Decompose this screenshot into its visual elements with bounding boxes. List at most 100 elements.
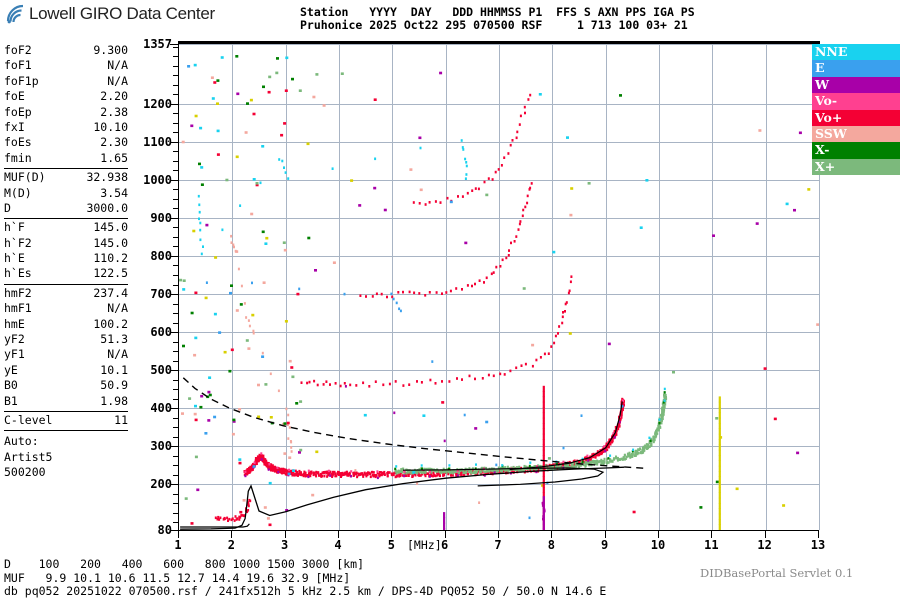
noise-point	[773, 417, 777, 421]
x-tick	[284, 531, 286, 538]
y-tick-minor	[173, 122, 178, 124]
data-point	[247, 471, 250, 474]
data-point	[418, 292, 421, 295]
data-point	[465, 173, 468, 176]
data-point	[547, 352, 550, 355]
data-point	[319, 474, 322, 477]
legend-item-x[interactable]: X-	[812, 142, 900, 159]
legend-item-x[interactable]: X+	[812, 158, 900, 176]
noise-point	[383, 208, 387, 212]
interference-column	[718, 396, 721, 530]
y-axis-ticks	[170, 44, 178, 531]
data-point	[307, 475, 310, 479]
data-point	[284, 468, 287, 472]
data-point	[464, 177, 467, 180]
legend-item-ssw[interactable]: SSW	[812, 125, 900, 143]
y-tick-label: 400	[150, 401, 172, 416]
data-point	[405, 471, 408, 475]
noise-point	[295, 402, 299, 405]
data-point	[254, 461, 257, 464]
data-point	[223, 517, 226, 521]
data-point	[481, 466, 483, 470]
data-point	[518, 222, 521, 226]
param-row-fmin: fmin 1.65	[4, 151, 128, 166]
noise-point	[307, 236, 311, 240]
noise-point	[223, 350, 227, 354]
noise-point	[211, 97, 215, 100]
noise-point	[443, 522, 446, 529]
data-point	[528, 188, 531, 191]
bottom-annotations: D 100 200 400 600 800 1000 1500 3000 [km…	[4, 557, 606, 599]
data-point	[421, 467, 423, 470]
noise-point	[718, 455, 721, 461]
noise-point	[718, 423, 721, 430]
y-tick-minor	[173, 65, 178, 67]
data-point	[347, 473, 350, 477]
divider	[4, 168, 128, 170]
data-point	[557, 332, 559, 335]
data-point	[528, 516, 531, 520]
noise-point	[718, 412, 721, 419]
data-point	[536, 465, 539, 468]
param-group-virtual-heights: h`F 145.0 h`F2 145.0 h`E 110.2 h`Es 122.5	[4, 220, 128, 282]
gridline-horizontal	[179, 141, 819, 143]
data-point	[501, 258, 504, 262]
data-point	[425, 472, 428, 475]
data-point	[329, 470, 332, 474]
data-point	[359, 473, 362, 476]
data-point	[245, 471, 248, 474]
data-point	[609, 454, 612, 457]
data-point	[553, 341, 556, 345]
gridline-vertical	[339, 44, 340, 530]
noise-point	[718, 481, 721, 488]
noise-point	[541, 484, 545, 487]
gridline-vertical	[552, 44, 554, 530]
legend[interactable]: NNE E W Vo- Vo+ SSW X- X+	[812, 44, 900, 176]
data-point	[355, 472, 357, 476]
data-point	[355, 384, 358, 387]
legend-item-nne[interactable]: NNE	[812, 44, 900, 61]
data-point	[468, 374, 471, 378]
data-point	[632, 448, 635, 451]
noise-point	[311, 493, 315, 497]
data-point	[255, 462, 258, 465]
data-point	[319, 472, 322, 476]
noise-point	[264, 242, 268, 245]
x-tick-label: 9	[601, 538, 609, 552]
noise-point	[235, 155, 239, 159]
data-point	[462, 148, 465, 151]
plot-traces	[179, 55, 819, 530]
noise-point	[283, 422, 287, 425]
data-point	[269, 372, 272, 376]
data-point	[603, 460, 606, 463]
y-tick-minor	[173, 284, 178, 286]
legend-item-w[interactable]: W	[812, 76, 900, 94]
data-point	[488, 469, 490, 472]
legend-item-vo[interactable]: Vo-	[812, 93, 900, 110]
noise-point	[245, 339, 249, 342]
data-point	[424, 203, 427, 206]
data-point	[244, 470, 247, 473]
ionogram-plot[interactable]	[178, 41, 820, 531]
data-point	[221, 228, 224, 232]
data-point	[445, 471, 448, 475]
data-point	[391, 473, 394, 477]
data-point	[497, 469, 500, 473]
data-point	[445, 291, 448, 294]
data-point	[247, 503, 250, 506]
data-point	[375, 474, 378, 477]
data-point	[511, 139, 514, 142]
data-point	[502, 466, 505, 470]
data-point	[239, 516, 242, 519]
data-point	[474, 467, 477, 470]
legend-item-e[interactable]: E	[812, 60, 900, 77]
noise-point	[230, 348, 234, 352]
data-point	[370, 471, 373, 474]
data-point	[530, 182, 533, 185]
data-point	[551, 465, 554, 468]
data-point	[271, 464, 274, 467]
noise-point	[213, 81, 217, 84]
data-point	[327, 469, 330, 473]
legend-item-vo[interactable]: Vo+	[812, 109, 900, 126]
data-point	[247, 509, 250, 512]
